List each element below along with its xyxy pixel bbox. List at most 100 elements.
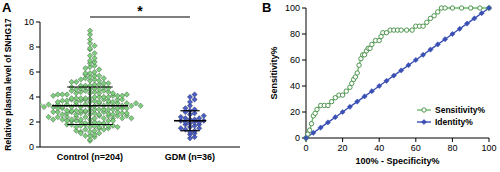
y-tick-label: 0 <box>295 133 300 143</box>
data-point <box>340 109 345 114</box>
x-axis-line <box>306 138 489 139</box>
data-point <box>192 92 197 97</box>
plot-area <box>303 5 491 140</box>
y-tick <box>36 122 40 123</box>
y-tick <box>302 60 306 61</box>
data-point <box>97 131 102 136</box>
data-point <box>106 94 111 99</box>
y-tick <box>302 86 306 87</box>
y-tick-label: 2 <box>29 117 34 127</box>
data-point <box>326 103 330 107</box>
sd-cap <box>180 110 199 111</box>
x-tick <box>452 138 453 142</box>
data-point <box>178 114 183 119</box>
data-point <box>333 115 338 120</box>
data-point <box>87 37 92 42</box>
legend-marker <box>422 108 426 112</box>
x-tick-label: Control (n=204) <box>57 152 123 162</box>
sd-stem <box>89 87 90 125</box>
data-point <box>92 69 97 74</box>
series-line <box>306 8 489 138</box>
data-point <box>187 94 192 99</box>
data-point <box>479 11 484 16</box>
y-tick <box>36 47 40 48</box>
y-tick <box>36 72 40 73</box>
data-point <box>83 114 88 119</box>
data-point <box>183 106 188 111</box>
data-point <box>40 102 42 107</box>
data-point <box>110 118 115 123</box>
sd-cap <box>67 124 113 125</box>
data-point <box>101 76 106 81</box>
data-point <box>450 6 454 10</box>
data-point <box>370 42 374 46</box>
data-point <box>110 112 115 117</box>
x-tick-label: 20 <box>338 143 348 153</box>
data-point <box>369 89 374 94</box>
data-point <box>425 20 429 24</box>
x-tick <box>415 138 416 142</box>
data-point <box>443 6 447 10</box>
data-point <box>428 47 433 52</box>
data-point <box>421 24 425 28</box>
data-point <box>355 71 359 75</box>
data-point <box>64 108 69 113</box>
data-point <box>92 56 97 61</box>
data-point <box>307 128 311 132</box>
data-point <box>318 125 323 130</box>
y-tick-label: 6 <box>29 67 34 77</box>
data-point <box>325 120 330 125</box>
data-point <box>92 43 97 48</box>
data-point <box>486 5 491 10</box>
data-point <box>311 130 316 135</box>
data-point <box>362 94 367 99</box>
y-tick-label: 40 <box>290 81 300 91</box>
data-point <box>69 96 74 101</box>
y-tick <box>36 97 40 98</box>
significance-mark: * <box>137 3 143 19</box>
panel-label: A <box>2 0 12 15</box>
data-point <box>97 67 102 72</box>
data-point <box>487 6 491 10</box>
x-tick-label: 80 <box>447 143 457 153</box>
data-point <box>129 103 134 108</box>
data-point <box>97 73 102 78</box>
data-point <box>192 97 197 102</box>
data-point <box>384 78 389 83</box>
data-point <box>357 63 361 67</box>
data-point <box>120 93 125 98</box>
sd-error-bar <box>67 87 113 125</box>
data-point <box>406 63 411 68</box>
data-point <box>78 83 83 88</box>
x-tick-label: 40 <box>374 143 384 153</box>
panel-label: B <box>262 0 271 15</box>
data-point <box>60 117 65 122</box>
data-point <box>106 81 111 86</box>
data-point <box>192 107 197 112</box>
legend-label: Sensitivity% <box>435 105 486 115</box>
data-point <box>133 101 138 106</box>
y-tick <box>36 22 40 23</box>
y-tick <box>302 112 306 113</box>
data-point <box>472 16 477 21</box>
data-point <box>124 92 129 97</box>
data-point <box>69 79 74 84</box>
data-point <box>69 117 74 122</box>
figure: ARelative plasma level of SNHG170246810C… <box>0 0 500 172</box>
data-point <box>83 66 88 71</box>
data-point <box>74 87 79 92</box>
data-point <box>78 77 83 82</box>
y-tick-label: 100 <box>285 3 300 13</box>
data-point <box>404 28 408 32</box>
x-tick-label: 100 <box>481 143 496 153</box>
y-tick <box>302 8 306 9</box>
data-point <box>344 89 348 93</box>
data-point <box>399 28 403 32</box>
data-point <box>469 6 473 10</box>
y-tick-label: 10 <box>24 17 34 27</box>
plot-area <box>40 28 207 143</box>
data-point <box>421 52 426 57</box>
data-point <box>178 126 183 131</box>
x-axis-line <box>40 147 240 148</box>
data-point <box>138 103 143 108</box>
